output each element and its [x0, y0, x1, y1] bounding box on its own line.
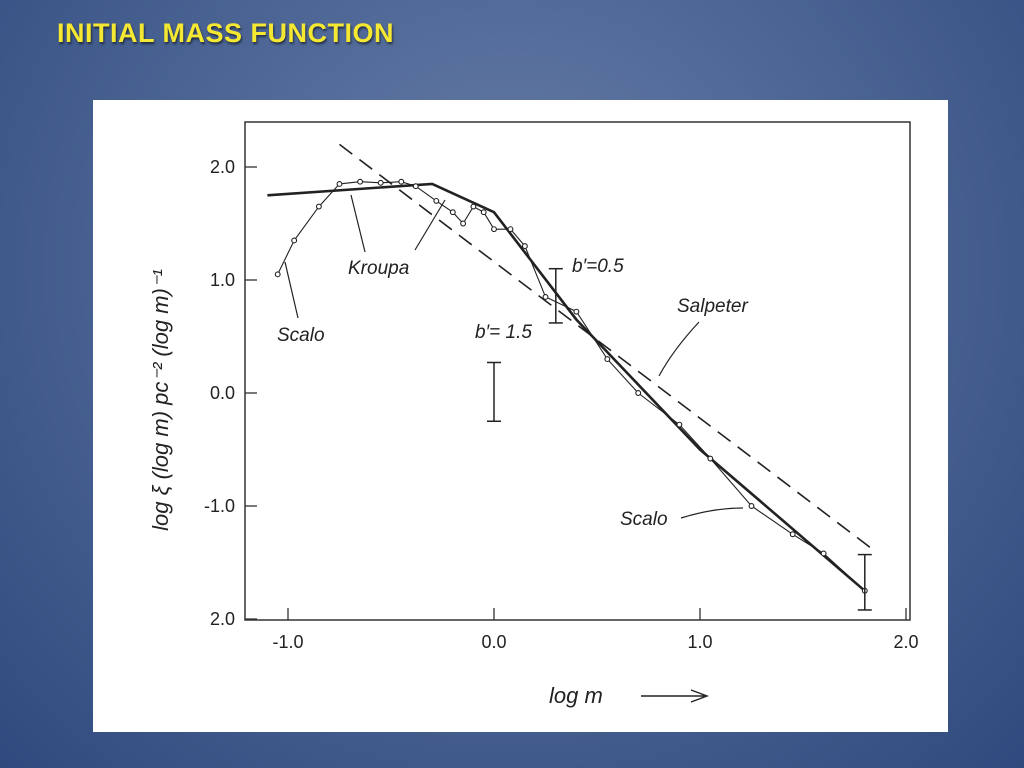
errorbar-layer [487, 267, 872, 611]
y-tick-label: -1.0 [204, 496, 235, 516]
data-point-scalo [604, 356, 611, 363]
annotation-layer: Kroupa Scalo Scalo Salpeter b′=0.5 b′= 1… [277, 194, 748, 530]
plot-frame [244, 121, 911, 621]
x-tick-label: 0.0 [481, 632, 506, 652]
y-tick-label: 1.0 [210, 270, 235, 290]
data-point-scalo [470, 203, 477, 210]
x-tick-label: 1.0 [687, 632, 712, 652]
data-point-scalo [274, 271, 281, 278]
data-point-scalo [507, 226, 514, 233]
arrow-kroupa-left [350, 194, 366, 253]
annotation-b-05: b′=0.5 [572, 256, 624, 277]
series-layer [267, 143, 876, 594]
imf-chart: -1.0 0.0 1.0 2.0 2.0 1.0 0.0 -1.0 2.0 Kroupa Sc… [148, 121, 919, 708]
data-point-scalo [491, 226, 497, 233]
data-point-scalo [748, 503, 755, 509]
annotation-kroupa: Kroupa [348, 258, 409, 279]
series-line-kroupa [267, 182, 866, 592]
annotation-scalo-left: Scalo [277, 325, 325, 346]
x-axis-arrow [641, 689, 709, 703]
figure-panel: -1.0 0.0 1.0 2.0 2.0 1.0 0.0 -1.0 2.0 Kroupa Sc… [93, 100, 948, 732]
series-line-scalo [277, 181, 866, 592]
data-point-scalo [460, 220, 467, 227]
annotation-b-15: b′= 1.5 [475, 322, 532, 343]
arrow-salpeter [658, 321, 700, 377]
data-point-scalo [480, 209, 487, 216]
x-tick-label: -1.0 [272, 632, 303, 652]
data-point-scalo [573, 308, 580, 315]
x-tick-label: 2.0 [893, 632, 918, 652]
data-point-scalo [377, 179, 384, 186]
y-tick-label: 2.0 [210, 609, 235, 629]
annotation-scalo-right: Scalo [620, 509, 668, 530]
data-point-scalo [676, 421, 683, 428]
data-point-scalo [315, 203, 322, 210]
data-point-scalo [707, 455, 714, 462]
data-point-scalo [291, 237, 298, 244]
annotation-salpeter: Salpeter [677, 296, 748, 317]
y-tick-label: 0.0 [210, 383, 235, 403]
x-ticks: -1.0 0.0 1.0 2.0 [272, 608, 919, 652]
x-axis-title: log m [549, 683, 603, 708]
data-point-scalo [789, 531, 796, 538]
slide-title: INITIAL MASS FUNCTION [57, 18, 394, 48]
data-point-scalo [336, 180, 343, 187]
data-point-scalo [521, 243, 528, 250]
data-point-scalo [820, 550, 827, 557]
arrow-scalo-left [284, 261, 299, 319]
arrow-kroupa-right [414, 199, 446, 251]
arrow-scalo-right [680, 507, 744, 519]
data-point-scalo [357, 178, 364, 185]
series-line-salpeter [339, 143, 876, 552]
y-axis-title: log ξ (log m) pc⁻² (log m)⁻¹ [148, 269, 173, 531]
data-point-scalo [412, 183, 419, 190]
y-tick-label: 2.0 [210, 157, 235, 177]
data-point-scalo [398, 178, 405, 185]
data-point-scalo [433, 197, 440, 204]
y-ticks: 2.0 1.0 0.0 -1.0 2.0 [204, 157, 257, 629]
data-point-scalo [635, 390, 642, 396]
data-point-scalo [449, 209, 456, 216]
data-point-scalo [542, 294, 549, 300]
